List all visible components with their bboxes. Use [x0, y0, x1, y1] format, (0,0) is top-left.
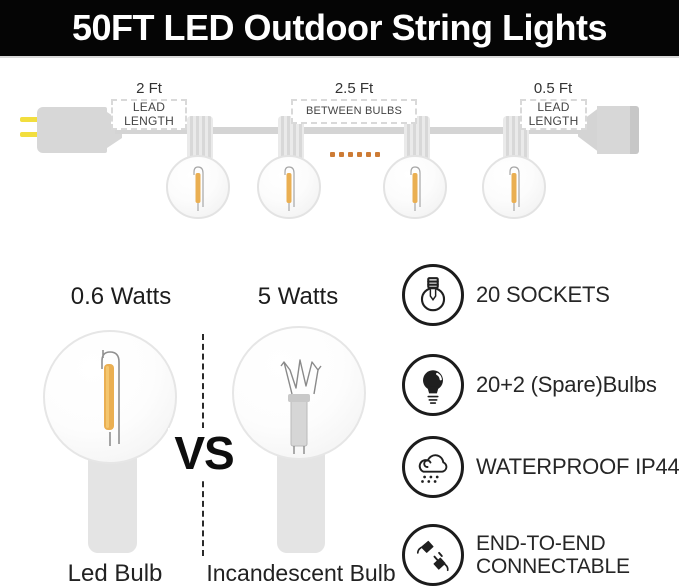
string-bulb [383, 155, 447, 219]
feature-line: END-TO-END [476, 531, 606, 555]
female-connector-cap [630, 106, 639, 154]
continuation-dots [330, 152, 380, 157]
string-bulb [257, 155, 321, 219]
led-filament-icon [101, 350, 120, 446]
incandescent-filament-icon [280, 359, 322, 454]
incandescent-bulb-globe [232, 326, 366, 460]
feature-line: CONNECTABLE [476, 555, 630, 578]
lead-left-value: 2 Ft [136, 80, 162, 97]
feature-text: 20 SOCKETS [476, 281, 610, 307]
feature-line: 20 SOCKETS [476, 281, 610, 307]
between-bulbs-label: BETWEEN BULBS [291, 99, 417, 124]
feature-text: 20+2 (Spare)Bulbs [476, 371, 657, 397]
led-filament-icon [509, 166, 520, 211]
plug-prong-top [20, 117, 39, 122]
dot [348, 152, 353, 157]
dot [375, 152, 380, 157]
between-bulbs-value: 2.5 Ft [334, 80, 374, 97]
feature-text: WATERPROOF IP44 [476, 453, 679, 479]
incandescent-bulb-label: Incandescent Bulb [206, 560, 396, 586]
title-banner: 50FT LED Outdoor String Lights [0, 0, 679, 56]
string-bulb [482, 155, 546, 219]
cloud-weather-icon [418, 454, 448, 483]
led-filament-icon [284, 166, 295, 211]
feature-line: 20+2 (Spare)Bulbs [476, 371, 657, 397]
vs-text: VS [168, 428, 240, 478]
page-title: 50FT LED Outdoor String Lights [72, 7, 607, 48]
incandescent-watts: 5 Watts [257, 283, 339, 310]
incandescent-bulb-base [277, 448, 325, 553]
string-wire [115, 127, 583, 134]
bulb-filled-icon [423, 370, 443, 404]
female-connector [597, 106, 633, 154]
led-watts: 0.6 Watts [70, 283, 172, 310]
feature-circle [402, 264, 464, 326]
led-bulb-globe [43, 330, 177, 464]
bulb-outline-icon [420, 277, 446, 312]
feature-circle [402, 524, 464, 586]
dot [330, 152, 335, 157]
feature-circle [402, 354, 464, 416]
string-bulb [166, 155, 230, 219]
feature-sockets: 20 SOCKETS [402, 264, 610, 326]
plug-prong-bottom [20, 132, 39, 137]
feature-line: WATERPROOF IP44 [476, 453, 679, 479]
lead-right-value: 0.5 Ft [533, 80, 573, 97]
led-bulb-label: Led Bulb [67, 560, 163, 587]
dot [357, 152, 362, 157]
bulb-socket [187, 116, 213, 160]
feature-connectable: END-TO-END CONNECTABLE [402, 524, 630, 586]
feature-text: END-TO-END CONNECTABLE [476, 532, 630, 578]
led-filament-icon [193, 166, 204, 211]
male-plug [37, 107, 107, 153]
lead-left-label: LEAD LENGTH [111, 99, 187, 130]
lead-right-label: LEAD LENGTH [520, 99, 587, 130]
plugs-connect-icon [416, 540, 449, 572]
led-filament-icon [410, 166, 421, 211]
feature-waterproof: WATERPROOF IP44 [402, 436, 679, 498]
banner-divider [0, 56, 679, 58]
led-bulb-base [88, 450, 137, 553]
feature-circle [402, 436, 464, 498]
dot [339, 152, 344, 157]
dot [366, 152, 371, 157]
feature-spare-bulbs: 20+2 (Spare)Bulbs [402, 354, 657, 416]
